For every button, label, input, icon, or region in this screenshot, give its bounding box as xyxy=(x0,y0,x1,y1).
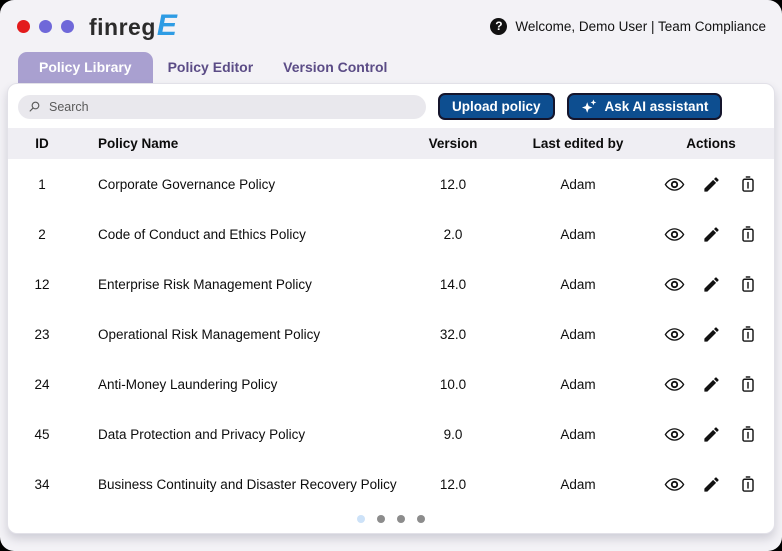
edit-icon[interactable] xyxy=(702,375,721,394)
view-icon[interactable] xyxy=(664,424,685,445)
window-dot-red[interactable] xyxy=(17,19,30,33)
toolbar: Upload policy Ask AI assistant xyxy=(8,84,774,128)
delete-icon[interactable] xyxy=(738,274,758,294)
policy-name: Operational Risk Management Policy xyxy=(98,326,321,342)
delete-icon[interactable] xyxy=(738,324,758,344)
policy-version: 32.0 xyxy=(439,326,467,342)
delete-icon[interactable] xyxy=(738,174,758,194)
ask-ai-label: Ask AI assistant xyxy=(604,99,709,114)
policy-last-edited-by: Adam xyxy=(560,226,596,242)
edit-icon[interactable] xyxy=(702,225,721,244)
edit-icon[interactable] xyxy=(702,175,721,194)
delete-icon[interactable] xyxy=(738,474,758,494)
delete-icon[interactable] xyxy=(738,424,758,444)
header-version: Version xyxy=(428,136,478,151)
policy-last-edited-by: Adam xyxy=(560,376,596,392)
header-id: ID xyxy=(35,136,49,151)
policy-id: 23 xyxy=(34,326,50,342)
policy-version: 12.0 xyxy=(439,476,467,492)
header-actions: Actions xyxy=(686,136,736,151)
search-input[interactable] xyxy=(47,98,416,115)
policy-last-edited-by: Adam xyxy=(560,326,596,342)
policy-id: 1 xyxy=(38,176,46,192)
policy-name: Code of Conduct and Ethics Policy xyxy=(98,226,306,242)
view-icon[interactable] xyxy=(664,474,685,495)
user-info-area: ? Welcome, Demo User | Team Compliance xyxy=(490,17,766,35)
policy-id: 12 xyxy=(34,276,50,292)
view-icon[interactable] xyxy=(664,374,685,395)
table-row: 34 Business Continuity and Disaster Reco… xyxy=(8,459,774,509)
edit-icon[interactable] xyxy=(702,325,721,344)
ask-ai-assistant-button[interactable]: Ask AI assistant xyxy=(566,93,723,120)
policy-id: 24 xyxy=(34,376,50,392)
window-control-dots xyxy=(17,19,74,33)
edit-icon[interactable] xyxy=(702,475,721,494)
pagination-dots xyxy=(8,509,774,533)
view-icon[interactable] xyxy=(664,324,685,345)
page-dot-1[interactable] xyxy=(357,515,365,523)
header-last-edited-by: Last edited by xyxy=(532,136,624,151)
policy-name: Corporate Governance Policy xyxy=(98,176,276,192)
policy-id: 2 xyxy=(38,226,46,242)
table-row: 12 Enterprise Risk Management Policy 14.… xyxy=(8,259,774,309)
welcome-text: Welcome, Demo User | Team Compliance xyxy=(515,18,766,34)
window-dot-purple-1[interactable] xyxy=(39,19,52,33)
policy-name: Business Continuity and Disaster Recover… xyxy=(98,476,397,492)
tab-bar: Policy Library Policy Editor Version Con… xyxy=(0,52,782,83)
edit-icon[interactable] xyxy=(702,425,721,444)
page-dot-4[interactable] xyxy=(417,515,425,523)
tab-policy-library[interactable]: Policy Library xyxy=(18,52,153,83)
finreg-logo: finreg E xyxy=(89,8,177,42)
table-row: 2 Code of Conduct and Ethics Policy 2.0 … xyxy=(8,209,774,259)
sparkle-icon xyxy=(581,98,598,115)
policy-version: 2.0 xyxy=(443,226,463,242)
policy-name: Enterprise Risk Management Policy xyxy=(98,276,312,292)
upload-policy-button[interactable]: Upload policy xyxy=(438,93,555,120)
policy-id: 45 xyxy=(34,426,50,442)
logo-accent-e: E xyxy=(156,8,177,42)
policy-id: 34 xyxy=(34,476,50,492)
delete-icon[interactable] xyxy=(738,374,758,394)
edit-icon[interactable] xyxy=(702,275,721,294)
search-box[interactable] xyxy=(18,94,426,119)
window-dot-purple-2[interactable] xyxy=(61,19,74,33)
header-policy-name: Policy Name xyxy=(98,136,179,151)
table-row: 23 Operational Risk Management Policy 32… xyxy=(8,309,774,359)
view-icon[interactable] xyxy=(664,274,685,295)
delete-icon[interactable] xyxy=(738,224,758,244)
table-row: 45 Data Protection and Privacy Policy 9.… xyxy=(8,409,774,459)
view-icon[interactable] xyxy=(664,224,685,245)
tab-policy-editor[interactable]: Policy Editor xyxy=(167,59,254,75)
logo-text: finreg xyxy=(89,13,156,40)
view-icon[interactable] xyxy=(664,174,685,195)
title-bar: finreg E ? Welcome, Demo User | Team Com… xyxy=(0,0,782,52)
table-body: 1 Corporate Governance Policy 12.0 Adam xyxy=(8,159,774,509)
table-row: 1 Corporate Governance Policy 12.0 Adam xyxy=(8,159,774,209)
policy-version: 14.0 xyxy=(439,276,467,292)
upload-policy-label: Upload policy xyxy=(452,99,541,114)
policy-version: 9.0 xyxy=(443,426,463,442)
policy-version: 12.0 xyxy=(439,176,467,192)
table-row: 24 Anti-Money Laundering Policy 10.0 Ada… xyxy=(8,359,774,409)
tab-version-control[interactable]: Version Control xyxy=(283,59,388,75)
table-header: ID Policy Name Version Last edited by Ac… xyxy=(8,128,774,159)
policy-last-edited-by: Adam xyxy=(560,276,596,292)
help-icon[interactable]: ? xyxy=(490,17,508,35)
policy-name: Data Protection and Privacy Policy xyxy=(98,426,306,442)
policy-last-edited-by: Adam xyxy=(560,426,596,442)
policy-last-edited-by: Adam xyxy=(560,476,596,492)
policy-last-edited-by: Adam xyxy=(560,176,596,192)
policy-name: Anti-Money Laundering Policy xyxy=(98,376,278,392)
page-dot-3[interactable] xyxy=(397,515,405,523)
policy-library-panel: Upload policy Ask AI assistant ID Policy… xyxy=(7,83,775,534)
policy-version: 10.0 xyxy=(439,376,467,392)
search-icon xyxy=(28,100,41,113)
page-dot-2[interactable] xyxy=(377,515,385,523)
